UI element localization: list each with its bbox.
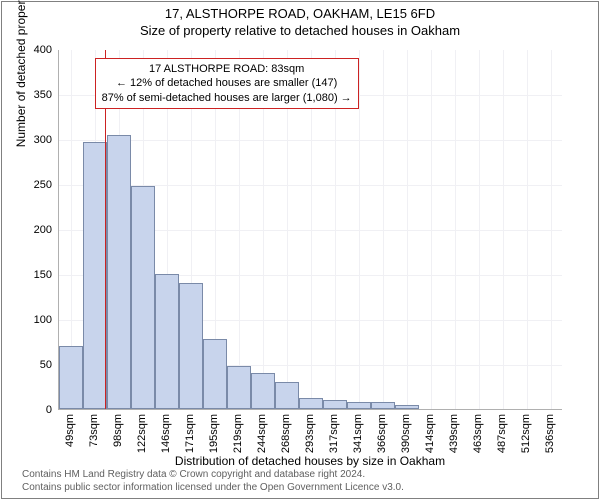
gridline-v: [359, 50, 360, 409]
histogram-bar: [227, 366, 251, 409]
infobox-line-3: 87% of semi-detached houses are larger (…: [102, 91, 352, 105]
title-block: 17, ALSTHORPE ROAD, OAKHAM, LE15 6FD Siz…: [0, 0, 600, 38]
x-tick-label: 98sqm: [112, 414, 124, 447]
chart-area: Number of detached properties 17 ALSTHOR…: [58, 50, 562, 410]
y-tick-label: 100: [12, 314, 52, 326]
x-tick-label: 390sqm: [400, 414, 412, 453]
y-tick-label: 350: [12, 89, 52, 101]
x-tick-label: 293sqm: [304, 414, 316, 453]
gridline-v: [479, 50, 480, 409]
footer-line-1: Contains HM Land Registry data © Crown c…: [22, 468, 404, 481]
x-tick-label: 536sqm: [544, 414, 556, 453]
x-tick-label: 512sqm: [520, 414, 532, 453]
y-axis-label: Number of detached properties: [14, 0, 28, 147]
reference-infobox: 17 ALSTHORPE ROAD: 83sqm← 12% of detache…: [95, 58, 359, 109]
gridline-v: [407, 50, 408, 409]
footer-line-2: Contains public sector information licen…: [22, 481, 404, 494]
histogram-bar: [347, 402, 371, 409]
footer-attribution: Contains HM Land Registry data © Crown c…: [22, 468, 404, 494]
x-tick-label: 171sqm: [184, 414, 196, 453]
histogram-bar: [371, 402, 395, 409]
infobox-line-1: 17 ALSTHORPE ROAD: 83sqm: [102, 62, 352, 76]
y-tick-label: 150: [12, 269, 52, 281]
y-tick-label: 50: [12, 359, 52, 371]
x-tick-label: 341sqm: [352, 414, 364, 453]
x-tick-label: 49sqm: [64, 414, 76, 447]
gridline-v: [527, 50, 528, 409]
plot-area: 17 ALSTHORPE ROAD: 83sqm← 12% of detache…: [58, 50, 562, 410]
x-tick-label: 146sqm: [160, 414, 172, 453]
y-tick-label: 0: [12, 404, 52, 416]
y-tick-label: 300: [12, 134, 52, 146]
gridline-v: [455, 50, 456, 409]
gridline-v: [551, 50, 552, 409]
histogram-bar: [59, 346, 83, 409]
x-tick-label: 219sqm: [232, 414, 244, 453]
histogram-bar: [323, 400, 347, 409]
address-line: 17, ALSTHORPE ROAD, OAKHAM, LE15 6FD: [0, 6, 600, 21]
subtitle-line: Size of property relative to detached ho…: [0, 23, 600, 38]
y-tick-label: 400: [12, 44, 52, 56]
gridline-v: [383, 50, 384, 409]
x-tick-label: 439sqm: [448, 414, 460, 453]
gridline-v: [431, 50, 432, 409]
x-tick-label: 463sqm: [472, 414, 484, 453]
infobox-line-2: ← 12% of detached houses are smaller (14…: [102, 76, 352, 90]
histogram-bar: [83, 142, 107, 409]
y-tick-label: 200: [12, 224, 52, 236]
x-tick-label: 268sqm: [280, 414, 292, 453]
histogram-bar: [251, 373, 275, 409]
x-tick-label: 195sqm: [208, 414, 220, 453]
y-tick-label: 250: [12, 179, 52, 191]
x-tick-label: 73sqm: [88, 414, 100, 447]
histogram-bar: [107, 135, 131, 410]
histogram-bar: [275, 382, 299, 409]
x-tick-label: 366sqm: [376, 414, 388, 453]
histogram-bar: [131, 186, 155, 409]
histogram-bar: [395, 405, 419, 410]
x-tick-label: 317sqm: [328, 414, 340, 453]
gridline-v: [503, 50, 504, 409]
x-tick-label: 414sqm: [424, 414, 436, 453]
histogram-bar: [179, 283, 203, 409]
x-axis-label: Distribution of detached houses by size …: [175, 454, 445, 468]
histogram-bar: [299, 398, 323, 409]
histogram-bar: [203, 339, 227, 409]
x-tick-label: 244sqm: [256, 414, 268, 453]
x-tick-label: 122sqm: [136, 414, 148, 453]
histogram-bar: [155, 274, 179, 409]
x-tick-label: 487sqm: [496, 414, 508, 453]
